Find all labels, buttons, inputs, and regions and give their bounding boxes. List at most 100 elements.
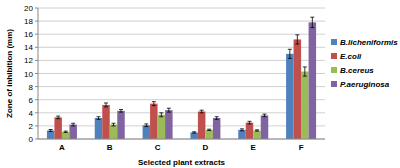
error-bar — [49, 130, 53, 132]
grid-line — [38, 86, 325, 87]
grid-line — [38, 112, 325, 113]
y-axis-title: Zone of inhibition (mm) — [5, 29, 14, 118]
bar — [95, 118, 103, 139]
bar — [261, 115, 269, 139]
error-cap — [248, 121, 252, 122]
error-bar — [152, 102, 156, 106]
bar — [190, 132, 198, 139]
error-cap — [64, 131, 68, 132]
error-cap — [104, 102, 108, 103]
error-cap — [263, 114, 267, 115]
error-cap — [200, 110, 204, 111]
y-tick-label: 16 — [24, 30, 33, 39]
error-cap — [64, 132, 68, 133]
error-cap — [240, 128, 244, 129]
bars — [47, 17, 316, 139]
bar — [253, 130, 261, 139]
error-bar — [200, 110, 204, 113]
error-cap — [295, 34, 299, 35]
legend-label: B.cereus — [340, 66, 374, 75]
error-bar — [248, 121, 252, 124]
x-tick-label: F — [299, 143, 304, 152]
error-cap — [255, 129, 259, 130]
error-cap — [49, 129, 53, 130]
legend-swatch — [331, 67, 337, 73]
grid-line — [38, 99, 325, 100]
chart: 02468101214161820ABCDEFSelected plant ex… — [0, 0, 400, 168]
bar — [62, 132, 70, 139]
error-line — [289, 49, 290, 58]
error-cap — [200, 112, 204, 113]
error-cap — [152, 105, 156, 106]
error-cap — [49, 131, 53, 132]
error-cap — [56, 116, 60, 117]
bar — [301, 72, 309, 139]
bar — [158, 115, 166, 139]
bar — [143, 125, 151, 139]
error-bar — [255, 130, 259, 131]
legend-label: B.licheniformis — [340, 38, 398, 47]
error-cap — [295, 44, 299, 45]
error-cap — [310, 27, 314, 28]
error-cap — [192, 133, 196, 134]
error-cap — [144, 126, 148, 127]
error-cap — [255, 131, 259, 132]
y-tick-label: 20 — [24, 4, 33, 13]
error-cap — [112, 123, 116, 124]
error-cap — [303, 66, 307, 67]
grid-line — [38, 34, 325, 35]
error-bar — [119, 110, 123, 113]
legend-swatch — [331, 39, 337, 45]
grid-line — [38, 139, 325, 140]
error-bar — [159, 113, 163, 117]
bar — [205, 130, 213, 139]
grid-line — [38, 21, 325, 22]
bar — [213, 118, 221, 139]
error-bar — [112, 123, 116, 126]
grid-line — [38, 60, 325, 61]
error-cap — [97, 116, 101, 117]
error-bar — [207, 129, 211, 130]
bar — [286, 54, 294, 139]
error-cap — [119, 112, 123, 113]
error-bar — [71, 123, 75, 126]
error-cap — [248, 123, 252, 124]
error-bar — [295, 35, 299, 44]
grid-line — [38, 125, 325, 126]
x-tick-label: D — [203, 143, 209, 152]
error-line — [304, 67, 305, 76]
grid-line — [38, 47, 325, 48]
y-tick-label: 12 — [24, 56, 33, 65]
error-line — [161, 113, 162, 117]
error-line — [312, 17, 313, 27]
error-cap — [310, 17, 314, 18]
error-bar — [97, 117, 101, 120]
error-bar — [303, 67, 307, 76]
legend: B.licheniformisE.coliB.cereusP.aeruginos… — [331, 38, 398, 89]
x-tick-label: E — [251, 143, 257, 152]
y-tick-label: 2 — [29, 122, 34, 131]
bar — [47, 130, 55, 139]
bar — [110, 125, 118, 139]
bar — [198, 111, 206, 139]
error-bar — [167, 108, 171, 112]
error-cap — [303, 76, 307, 77]
y-tick-label: 8 — [29, 83, 34, 92]
error-bar — [215, 117, 219, 120]
error-bar — [288, 49, 292, 58]
error-cap — [288, 49, 292, 50]
y-axis — [38, 8, 39, 139]
error-bar — [263, 114, 267, 117]
x-tick-label: C — [155, 143, 161, 152]
y-tick-label: 0 — [29, 135, 34, 144]
error-line — [297, 35, 298, 44]
bar — [246, 123, 254, 139]
error-cap — [215, 116, 219, 117]
error-cap — [167, 108, 171, 109]
error-bar — [192, 132, 196, 133]
error-line — [106, 103, 107, 107]
error-bar — [64, 131, 68, 132]
bar — [294, 39, 302, 139]
error-cap — [167, 112, 171, 113]
bar — [309, 22, 317, 139]
